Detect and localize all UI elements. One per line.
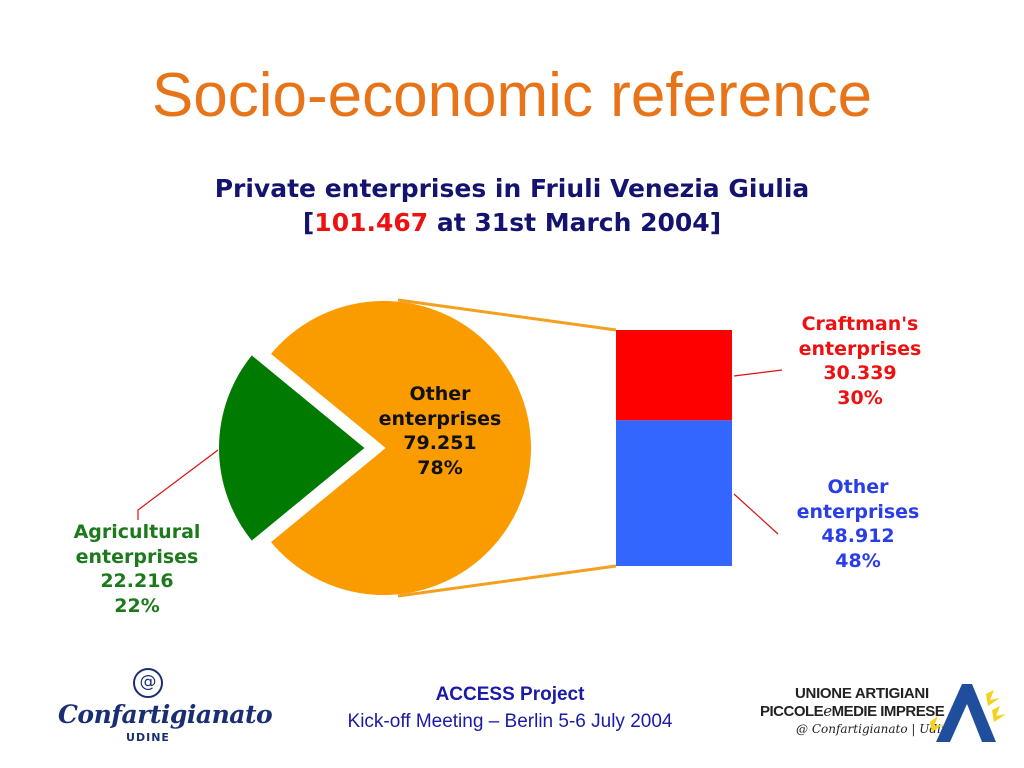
- logo-line2-a: PICCOLE: [760, 703, 824, 720]
- label-name-line2: enterprises: [796, 500, 920, 523]
- leader-line-agricultural: [137, 449, 219, 520]
- logo-line2: PICCOLEeMEDIE IMPRESE: [760, 702, 945, 720]
- footer-project: ACCESS Project: [435, 684, 585, 705]
- label-value: 22.216: [100, 570, 174, 593]
- label-name-line2: enterprises: [798, 337, 922, 360]
- label-craftmans-enterprises: Craftman's enterprises 30.339 30%: [780, 312, 940, 411]
- logo-line2-e: e: [823, 702, 832, 720]
- label-name-line1: Agricultural: [73, 521, 201, 543]
- label-percent: 48%: [835, 550, 881, 573]
- chart-title-bracket-open: [: [302, 207, 315, 237]
- bar-segment-craftmans-enterprises: [616, 330, 732, 421]
- chart-title-line2: [101.467 at 31st March 2004]: [0, 206, 1024, 240]
- connector-line-top: [397, 298, 617, 332]
- logo-line3: @ Confartigianato | Udine: [796, 722, 956, 736]
- label-name-line1: Other: [827, 476, 889, 498]
- pie-slice-other-enterprises: [268, 299, 533, 597]
- logo-brand-text: Confartigianato: [58, 700, 273, 729]
- logo-line1: UNIONE ARTIGIANI: [795, 685, 929, 702]
- confartigianato-udine-logo: @ Confartigianato UDINE: [58, 668, 273, 744]
- label-name-line1: Craftman's: [801, 313, 919, 335]
- label-value: 30.339: [823, 362, 897, 385]
- chart-title-total: 101.467: [314, 207, 429, 237]
- footer-meeting: Kick-off Meeting – Berlin 5-6 July 2004: [347, 710, 673, 732]
- pie-slice-agricultural-enterprises: [217, 352, 368, 544]
- label-percent: 30%: [837, 387, 883, 410]
- connector-line-bottom: [397, 564, 617, 598]
- at-sign-icon: @: [133, 668, 163, 698]
- unione-artigiani-logo: UNIONE ARTIGIANI PICCOLEeMEDIE IMPRESE @…: [760, 680, 1010, 750]
- label-other-enterprises-bar: Other enterprises 48.912 48%: [778, 475, 938, 574]
- chart-title: Private enterprises in Friuli Venezia Gi…: [0, 172, 1024, 240]
- logo-line2-b: MEDIE IMPRESE: [831, 703, 945, 720]
- label-value: 79.251: [403, 432, 477, 455]
- leader-line-other-bar: [733, 493, 779, 535]
- label-agricultural-enterprises: Agricultural enterprises 22.216 22%: [62, 520, 212, 619]
- label-other-enterprises-pie: Other enterprises 79.251 78%: [360, 382, 520, 481]
- label-percent: 22%: [114, 595, 160, 618]
- label-name-line2: enterprises: [75, 545, 199, 568]
- label-name-line1: Other: [409, 383, 471, 405]
- bar-segment-other-enterprises: [616, 420, 732, 566]
- label-percent: 78%: [417, 457, 463, 480]
- chart-title-line1: Private enterprises in Friuli Venezia Gi…: [214, 174, 810, 203]
- star-a-logo-icon: [930, 684, 1006, 742]
- footer: ACCESS Project Kick-off Meeting – Berlin…: [300, 682, 720, 735]
- slide-title: Socio-economic reference: [151, 61, 873, 130]
- leader-line-craftmans: [733, 369, 783, 377]
- logo-city-text: UDINE: [126, 731, 170, 744]
- label-name-line2: enterprises: [378, 407, 502, 430]
- label-value: 48.912: [821, 525, 895, 548]
- chart-title-date: at 31st March 2004]: [428, 207, 722, 237]
